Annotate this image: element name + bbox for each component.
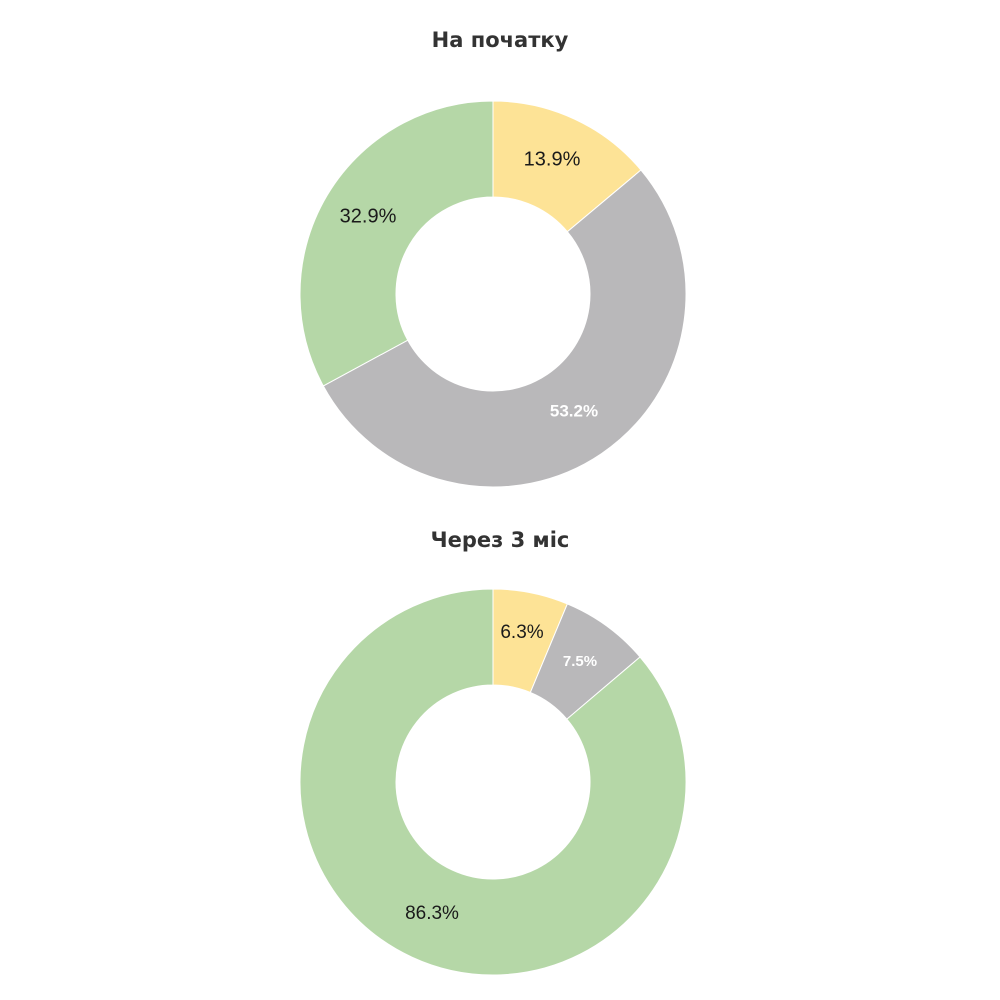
donut-slice-green <box>299 588 687 976</box>
donut-slice-gray <box>322 169 687 488</box>
slice-label: 6.3% <box>500 622 543 643</box>
chart-title: На початку <box>431 28 569 52</box>
donut-chart-svg: 6.3% 7.5% 86.3% <box>299 588 687 976</box>
donut-chart-start: На початку 13.9% 53.2% 32.9% <box>299 28 687 488</box>
chart-title: Через 3 міс <box>430 528 570 552</box>
slice-label: 32.9% <box>340 205 397 227</box>
donut-chart-svg: 13.9% 53.2% 32.9% <box>299 100 687 488</box>
slice-label: 53.2% <box>550 401 598 420</box>
slice-label: 86.3% <box>405 903 459 924</box>
donut-chart-after-3-months: Через 3 міс 6.3% 7.5% 86.3% <box>0 500 1000 1000</box>
slice-label: 7.5% <box>563 653 597 670</box>
donut-slice-green <box>299 100 494 387</box>
slice-label: 13.9% <box>524 148 581 170</box>
